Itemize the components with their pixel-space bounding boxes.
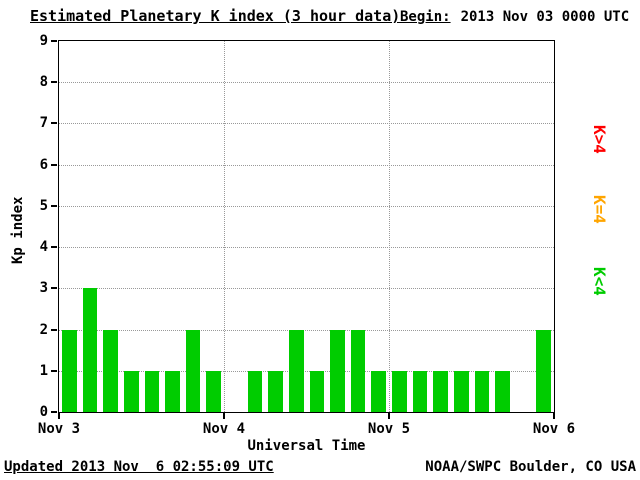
gridline-horizontal	[59, 82, 554, 84]
kp-bar	[433, 370, 448, 412]
kp-bar	[288, 329, 304, 412]
gridline-horizontal	[59, 247, 554, 249]
y-tick-mark	[51, 122, 57, 125]
gridline-vertical	[389, 41, 390, 412]
kp-bar	[82, 288, 98, 412]
y-tick-label: 7	[39, 115, 48, 132]
gridline-horizontal	[59, 123, 554, 125]
begin-timestamp: Begin: 2013 Nov 03 0000 UTC	[400, 9, 629, 25]
y-tick-mark	[51, 411, 57, 413]
kp-bar	[103, 329, 118, 412]
gridline-horizontal	[59, 288, 554, 290]
x-tick-mark	[553, 413, 555, 419]
x-tick-label: Nov 6	[532, 421, 576, 437]
x-tick-mark	[58, 413, 60, 419]
legend-item: K<4	[590, 267, 609, 296]
y-tick-mark	[51, 328, 57, 331]
kp-bar	[371, 370, 386, 412]
y-tick-mark	[51, 369, 57, 372]
kp-bar	[144, 370, 160, 412]
x-axis-title: Universal Time	[247, 438, 366, 454]
y-tick-label: 8	[39, 74, 48, 91]
kp-bar	[206, 370, 221, 412]
y-tick-mark	[51, 287, 57, 290]
y-tick-mark	[51, 204, 57, 207]
updated-timestamp: Updated 2013 Nov 6 02:55:09 UTC	[4, 459, 274, 475]
gridline-horizontal	[59, 370, 554, 372]
y-tick-label: 4	[39, 239, 48, 256]
kp-bar	[392, 370, 407, 412]
y-axis-title: Kp index	[10, 196, 26, 264]
kp-bar	[185, 329, 201, 412]
x-tick-mark	[223, 413, 225, 419]
x-tick-label: Nov 4	[202, 421, 246, 437]
y-tick-label: 5	[39, 197, 48, 214]
y-tick-label: 2	[39, 321, 48, 338]
kp-bar	[165, 370, 180, 412]
source-credit: NOAA/SWPC Boulder, CO USA	[425, 459, 636, 475]
y-tick-mark	[51, 163, 57, 166]
y-tick-label: 3	[39, 280, 48, 297]
y-tick-label: 1	[39, 362, 48, 379]
chart-title: Estimated Planetary K index (3 hour data…	[30, 7, 401, 25]
gridline-horizontal	[59, 164, 554, 166]
begin-label: Begin:	[400, 9, 451, 25]
kp-bar	[412, 370, 428, 412]
legend-item: K>4	[590, 125, 609, 154]
kp-bar	[495, 370, 510, 412]
kp-bar	[62, 329, 77, 412]
y-tick-label: 0	[39, 404, 48, 420]
gridline-vertical	[224, 41, 225, 412]
kp-bar	[247, 370, 263, 412]
kp-bar	[330, 329, 345, 412]
kp-bar	[309, 370, 325, 412]
plot-area	[58, 40, 555, 413]
kp-bar	[474, 370, 490, 412]
gridline-horizontal	[59, 329, 554, 331]
y-tick-label: 6	[39, 156, 48, 173]
x-tick-label: Nov 3	[37, 421, 81, 437]
x-tick-mark	[388, 413, 390, 419]
kp-bar	[123, 370, 139, 412]
x-tick-label: Nov 5	[367, 421, 411, 437]
begin-value: 2013 Nov 03 0000 UTC	[460, 9, 630, 25]
kp-bar	[453, 370, 469, 412]
kp-bar	[268, 370, 283, 412]
y-tick-mark	[51, 81, 57, 84]
y-tick-label: 9	[39, 33, 48, 49]
kp-bar	[350, 329, 366, 412]
legend-item: K=4	[590, 195, 609, 224]
kp-bar	[536, 329, 551, 412]
gridline-horizontal	[59, 205, 554, 207]
y-tick-mark	[51, 40, 57, 42]
y-tick-mark	[51, 246, 57, 249]
